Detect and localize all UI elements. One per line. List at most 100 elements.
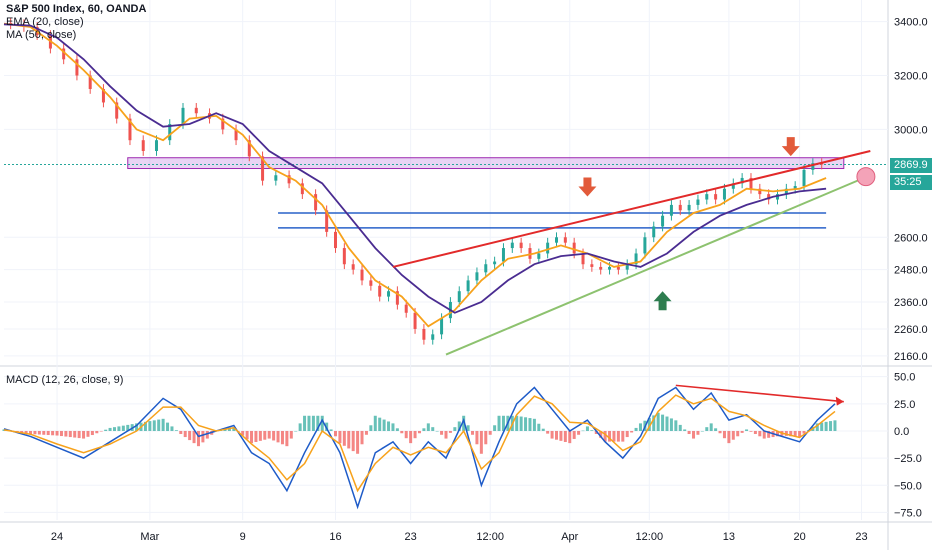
price-candle: [62, 48, 66, 60]
price-candle: [687, 204, 691, 211]
macd-histogram-bar: [731, 430, 735, 440]
macd-histogram-bar: [802, 430, 806, 434]
price-candle: [722, 188, 726, 200]
macd-histogram-bar: [546, 430, 550, 434]
macd-histogram-bar: [532, 418, 536, 431]
price-candle: [154, 140, 158, 151]
macd-histogram-bar: [77, 430, 81, 439]
macd-histogram-bar: [555, 430, 558, 440]
macd-histogram-bar: [700, 430, 704, 432]
macd-histogram-bar: [59, 430, 63, 437]
macd-histogram-bar: [674, 420, 678, 431]
macd-histogram-bar: [722, 430, 726, 439]
price-candle: [194, 107, 198, 114]
macd-histogram-bar: [338, 430, 342, 444]
price-candle: [537, 253, 541, 259]
macd-histogram-bar: [448, 430, 452, 433]
circle-marker: [856, 167, 876, 187]
price-candle: [661, 215, 665, 227]
macd-histogram-bar: [263, 430, 267, 440]
macd-histogram-bar: [581, 430, 585, 432]
macd-histogram-bar: [121, 425, 125, 431]
macd-histogram-bar: [608, 430, 612, 442]
macd-histogram-bar: [254, 430, 258, 442]
macd-histogram-bar: [311, 415, 315, 431]
price-candle: [599, 266, 603, 270]
macd-histogram-bar: [113, 427, 116, 431]
price-candle: [75, 59, 79, 76]
macd-histogram-bar: [303, 415, 307, 431]
macd-histogram-bar: [466, 425, 470, 431]
macd-histogram-bar: [183, 430, 187, 438]
price-candle: [634, 253, 638, 265]
price-candle: [616, 266, 620, 270]
price-candle: [325, 210, 329, 232]
macd-histogram-bar: [612, 430, 616, 442]
macd-histogram-bar: [285, 430, 289, 447]
macd-histogram-bar: [409, 430, 413, 444]
macd-histogram-bar: [422, 428, 426, 431]
macd-histogram-bar: [298, 423, 302, 431]
price-candle: [784, 188, 788, 195]
price-candle: [234, 129, 238, 141]
price-candle: [88, 75, 92, 89]
macd-histogram-bar: [568, 430, 572, 444]
price-candle: [572, 242, 576, 254]
price-candle: [625, 264, 629, 270]
macd-histogram-bar: [435, 430, 439, 432]
price-tick-label: 2480.0: [894, 265, 928, 277]
macd-histogram-bar: [749, 430, 753, 432]
price-candle: [422, 328, 426, 340]
macd-histogram-bar: [541, 428, 545, 431]
price-candle: [431, 334, 435, 340]
macd-histogram-bar: [68, 430, 72, 438]
macd-histogram-bar: [687, 430, 691, 435]
macd-histogram-bar: [621, 430, 625, 442]
macd-line: [3, 386, 836, 510]
chart-title: S&P 500 Index, 60, OANDA: [6, 3, 147, 15]
macd-histogram-bar: [143, 421, 147, 431]
macd-histogram-bar: [479, 430, 483, 454]
macd-histogram-bar: [320, 415, 324, 431]
macd-histogram-bar: [126, 424, 130, 431]
price-candle: [669, 204, 673, 216]
macd-histogram-bar: [550, 430, 554, 439]
macd-histogram-bar: [762, 430, 766, 439]
macd-histogram-bar: [329, 429, 333, 431]
price-tick-label: 2600.0: [894, 232, 928, 244]
macd-histogram-bar: [829, 421, 833, 431]
price-tick-label: 3000.0: [894, 124, 928, 136]
macd-histogram-bar: [665, 416, 669, 431]
price-candle: [369, 280, 373, 286]
macd-histogram-bar: [776, 430, 779, 437]
macd-histogram-bar: [417, 430, 421, 434]
macd-histogram-bar: [559, 430, 563, 441]
macd-histogram-bar: [179, 430, 183, 435]
macd-histogram-bar: [64, 430, 68, 437]
price-candle: [563, 237, 567, 243]
price-candle: [261, 156, 265, 181]
price-candle: [128, 118, 132, 141]
macd-histogram-bar: [188, 430, 192, 441]
signal-line: [3, 394, 836, 493]
macd-histogram-bar: [753, 430, 757, 435]
macd-histogram-bar: [431, 427, 435, 431]
x-tick-label: 20: [793, 531, 805, 543]
macd-histogram-bar: [692, 430, 696, 439]
macd-tick-label: −50.0: [894, 480, 922, 492]
price-candle: [493, 261, 497, 265]
price-candle: [221, 118, 225, 130]
red-trendline: [392, 150, 871, 268]
down-arrow-icon: [781, 137, 800, 157]
price-candle: [749, 177, 753, 189]
macd-histogram-bar: [33, 430, 37, 435]
macd-histogram-bar: [599, 430, 603, 438]
macd-histogram-bar: [444, 430, 448, 439]
macd-histogram-bar: [413, 430, 417, 439]
macd-histogram-bar: [524, 417, 528, 431]
current-price-label: 2869.9: [890, 157, 932, 173]
macd-histogram-bar: [166, 422, 170, 431]
x-tick-label: 23: [855, 531, 867, 543]
price-candle: [101, 88, 105, 103]
